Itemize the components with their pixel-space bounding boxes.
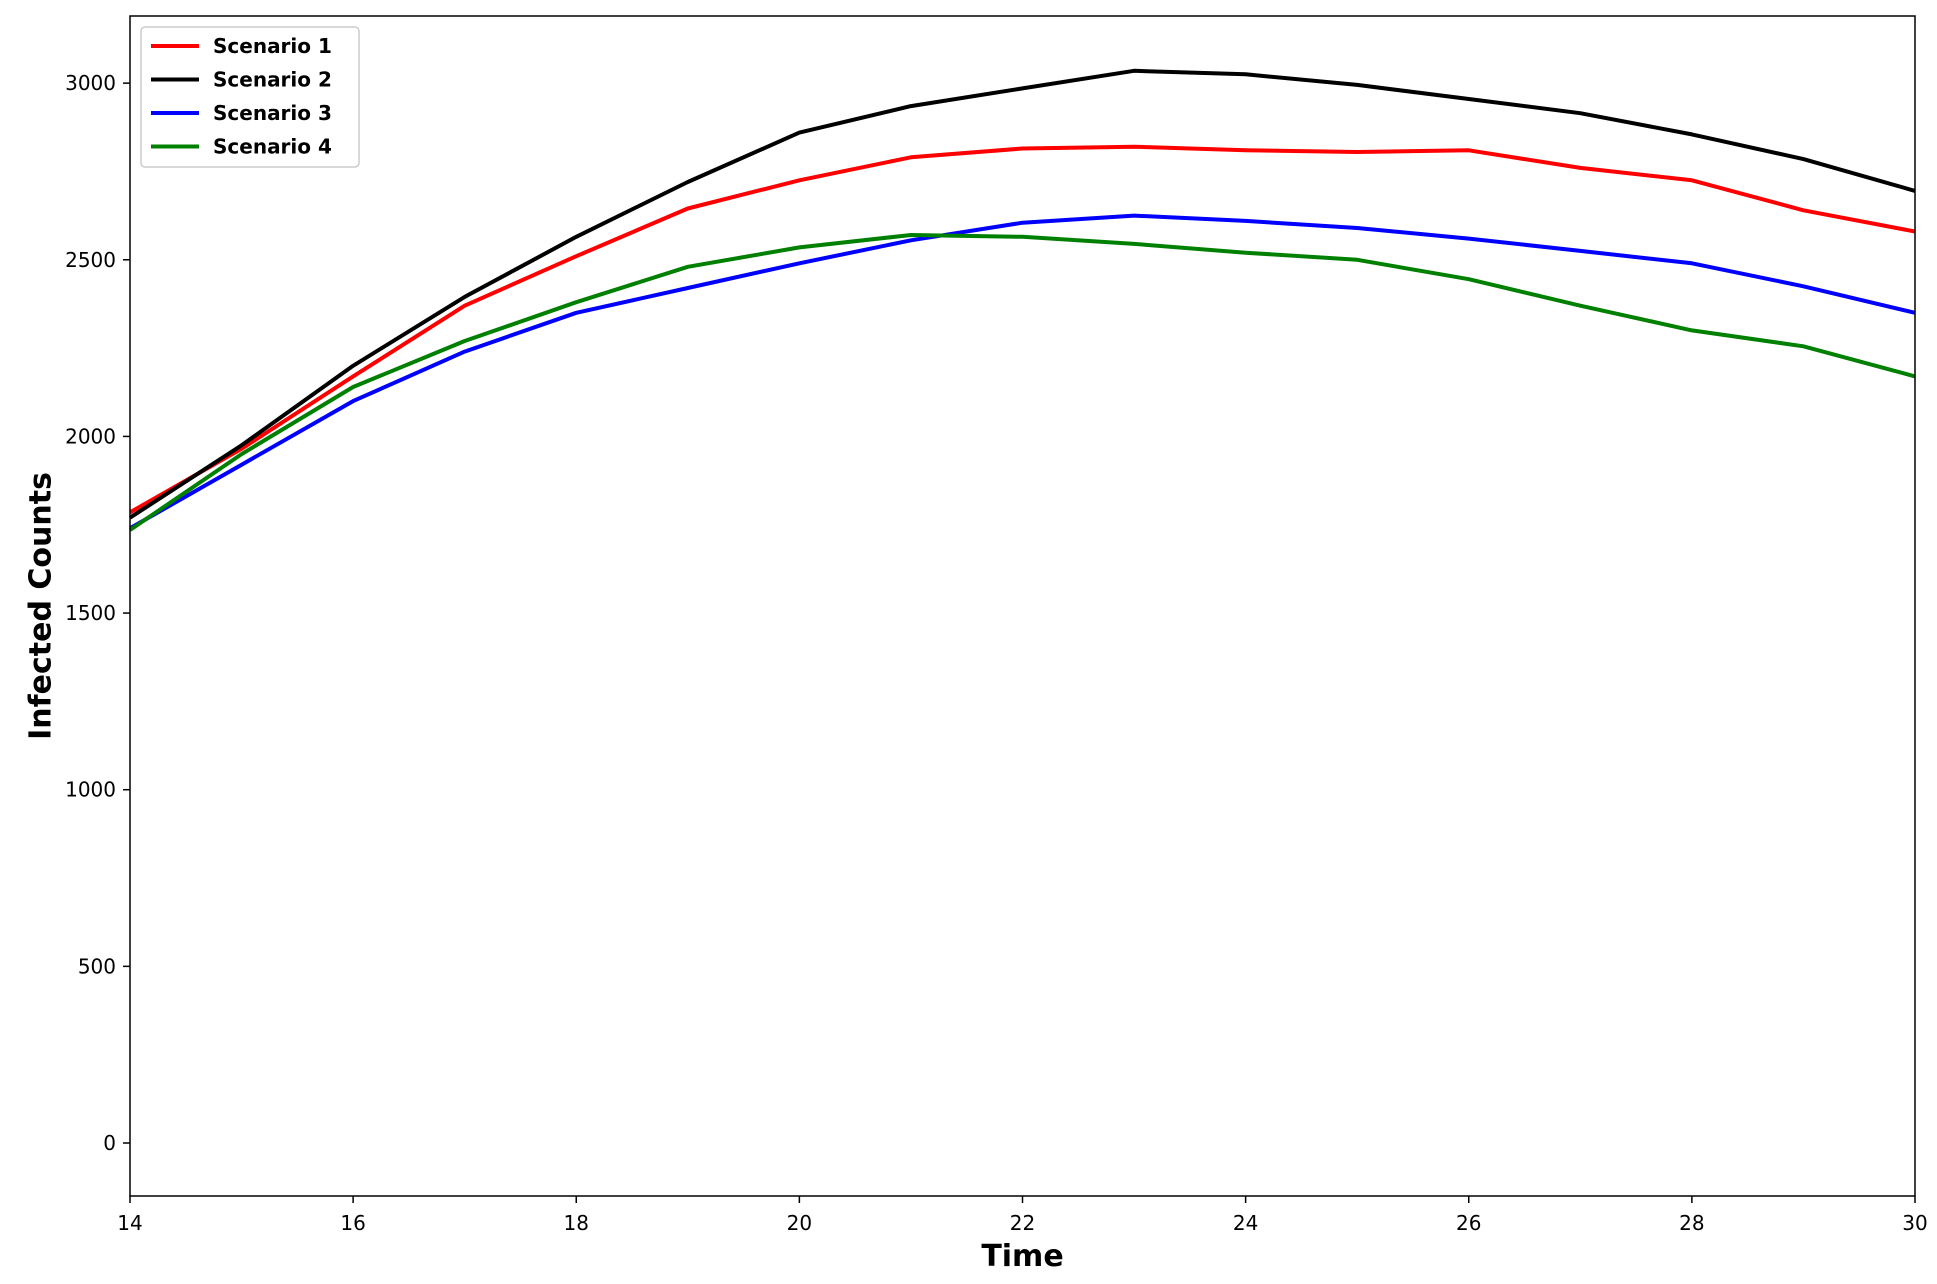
y-tick-label: 0 bbox=[103, 1131, 116, 1155]
legend-box bbox=[140, 26, 360, 168]
legend-entry: Scenario 1 bbox=[151, 34, 332, 58]
series-line-3 bbox=[129, 213, 1916, 531]
x-tick-label: 28 bbox=[1679, 1211, 1704, 1235]
series-line-1 bbox=[129, 144, 1916, 515]
x-tick-label: 22 bbox=[1010, 1211, 1035, 1235]
x-tick-label: 20 bbox=[787, 1211, 812, 1235]
y-tick-label: 2500 bbox=[65, 248, 116, 272]
x-tick-label: 16 bbox=[340, 1211, 365, 1235]
legend-entry: Scenario 4 bbox=[151, 135, 332, 159]
legend-entry: Scenario 3 bbox=[151, 101, 332, 125]
y-axis-title: Infected Counts bbox=[24, 472, 59, 740]
legend-label: Scenario 4 bbox=[213, 135, 332, 159]
x-axis-ticks: 14 16 18 20 22 24 26 28 30 bbox=[117, 1196, 1928, 1235]
y-tick-label: 1500 bbox=[65, 601, 116, 625]
legend: Scenario 1 Scenario 2 Scenario 3 Scenario 4 bbox=[140, 26, 360, 168]
y-tick-label: 3000 bbox=[65, 71, 116, 95]
legend-label: Scenario 2 bbox=[213, 68, 332, 92]
x-axis-title: Time bbox=[981, 1239, 1063, 1274]
series-line-4 bbox=[128, 233, 1916, 532]
series-lines bbox=[128, 68, 1916, 532]
x-tick-label: 30 bbox=[1902, 1211, 1927, 1235]
y-tick-label: 1000 bbox=[65, 778, 116, 802]
series-line-2 bbox=[128, 68, 1916, 520]
y-tick-label: 500 bbox=[78, 954, 116, 978]
x-tick-label: 24 bbox=[1233, 1211, 1258, 1235]
legend-entry: Scenario 2 bbox=[151, 68, 332, 92]
plot-frame bbox=[129, 15, 1916, 1197]
legend-label: Scenario 1 bbox=[213, 34, 332, 58]
legend-label: Scenario 3 bbox=[213, 101, 332, 125]
y-tick-label: 2000 bbox=[65, 424, 116, 448]
y-axis-ticks: 0 500 1000 1500 2000 2500 3000 bbox=[65, 71, 130, 1155]
x-tick-label: 18 bbox=[564, 1211, 589, 1235]
x-tick-label: 26 bbox=[1456, 1211, 1481, 1235]
x-tick-label: 14 bbox=[117, 1211, 142, 1235]
